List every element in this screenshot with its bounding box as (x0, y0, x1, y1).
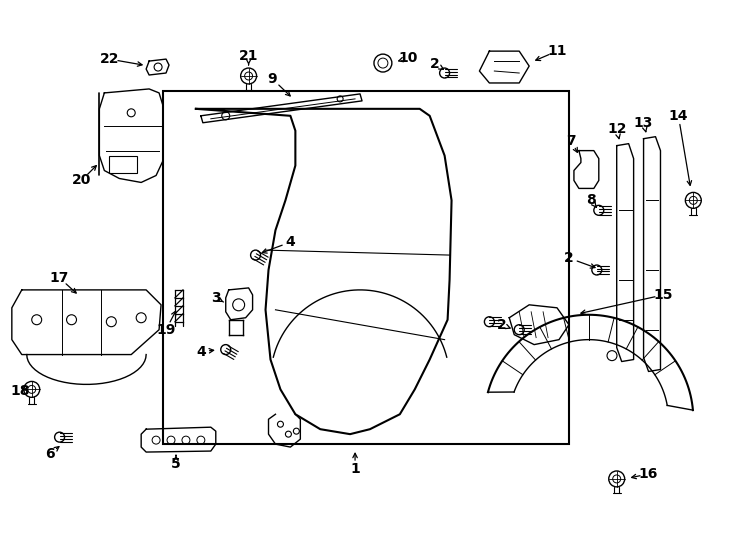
Bar (163, 91, 569, 444)
Text: 17: 17 (50, 271, 69, 285)
Text: 16: 16 (639, 467, 658, 481)
Text: 11: 11 (548, 44, 567, 58)
Text: 1: 1 (350, 462, 360, 476)
Text: 2: 2 (564, 251, 574, 265)
Text: 2: 2 (430, 57, 440, 71)
Text: 7: 7 (566, 134, 575, 147)
Text: 22: 22 (100, 52, 119, 66)
Text: 3: 3 (211, 291, 221, 305)
Text: 20: 20 (72, 173, 91, 187)
Text: 2: 2 (496, 318, 506, 332)
Text: 10: 10 (398, 51, 418, 65)
Text: 13: 13 (634, 116, 653, 130)
Text: 12: 12 (607, 122, 626, 136)
Text: 14: 14 (669, 109, 688, 123)
Bar (109, 156, 137, 173)
Text: 5: 5 (171, 457, 181, 471)
Text: 9: 9 (268, 72, 277, 86)
Text: 4: 4 (196, 345, 206, 359)
Text: 18: 18 (10, 384, 29, 399)
Text: 4: 4 (286, 235, 295, 249)
Text: 19: 19 (156, 323, 175, 337)
Text: 15: 15 (654, 288, 673, 302)
Text: 21: 21 (239, 49, 258, 63)
Text: 6: 6 (45, 447, 54, 461)
Text: 8: 8 (586, 193, 596, 207)
